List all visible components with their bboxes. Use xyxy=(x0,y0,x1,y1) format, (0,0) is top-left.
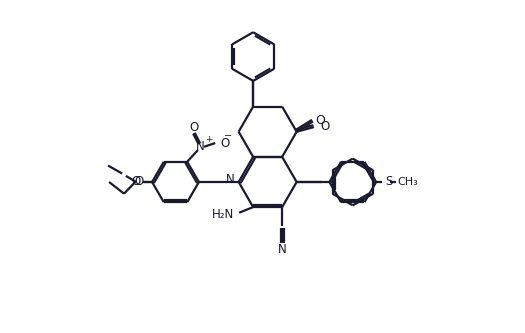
Text: S: S xyxy=(385,175,393,188)
Text: +: + xyxy=(205,135,213,144)
Text: N: N xyxy=(278,243,287,256)
Text: CH₃: CH₃ xyxy=(398,177,418,187)
Text: O: O xyxy=(221,137,230,150)
Text: O: O xyxy=(189,121,198,134)
Text: O: O xyxy=(132,175,141,188)
Text: N: N xyxy=(196,140,205,153)
Text: N: N xyxy=(226,173,235,186)
Text: O: O xyxy=(320,120,329,133)
Text: H₂N: H₂N xyxy=(212,207,235,221)
Text: O: O xyxy=(316,114,325,127)
Text: O: O xyxy=(134,175,144,188)
Text: −: − xyxy=(224,132,232,142)
